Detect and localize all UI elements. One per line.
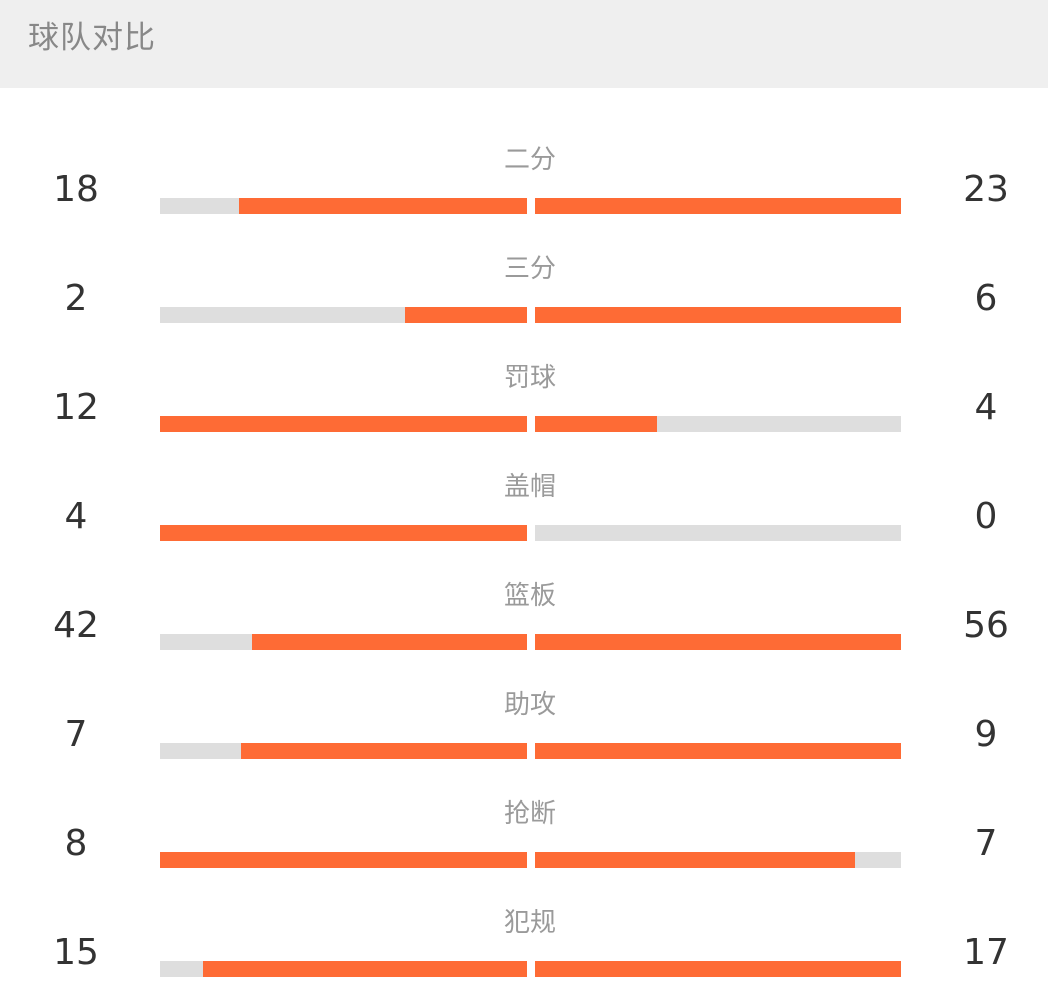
away-value: 17 xyxy=(963,932,1009,973)
away-bar-fill xyxy=(535,852,856,868)
stat-label: 二分 xyxy=(503,145,556,175)
away-value: 7 xyxy=(974,823,998,864)
page-title: 球队对比 xyxy=(28,20,156,56)
stat-row-assists: 助攻 7 9 xyxy=(0,633,1048,759)
home-bar xyxy=(160,307,527,323)
home-bar xyxy=(160,416,527,432)
away-value: 0 xyxy=(974,496,998,537)
home-bar xyxy=(160,852,527,868)
away-bar-fill xyxy=(535,416,657,432)
away-bar xyxy=(535,743,901,759)
away-bar xyxy=(535,634,901,650)
stat-label: 犯规 xyxy=(503,908,556,938)
home-bar-fill xyxy=(160,416,527,432)
away-value: 56 xyxy=(963,605,1009,646)
away-bar-fill xyxy=(535,307,901,323)
home-bar-fill xyxy=(160,525,527,541)
home-value: 4 xyxy=(64,496,88,537)
away-bar-fill xyxy=(535,198,901,214)
home-bar xyxy=(160,525,527,541)
home-value: 7 xyxy=(64,714,88,755)
stat-label: 罚球 xyxy=(503,363,556,393)
away-bar xyxy=(535,416,901,432)
home-bar-fill xyxy=(251,634,527,650)
stat-row-free-throws: 罚球 12 4 xyxy=(0,306,1048,432)
away-value: 23 xyxy=(963,169,1009,210)
away-value: 4 xyxy=(974,387,998,428)
stat-row-fouls: 犯规 15 17 xyxy=(0,851,1048,977)
home-bar-fill xyxy=(203,961,527,977)
stat-label: 助攻 xyxy=(503,690,556,720)
stat-row-blocks: 盖帽 4 0 xyxy=(0,415,1048,541)
away-bar xyxy=(535,307,901,323)
home-value: 15 xyxy=(53,932,99,973)
away-value: 6 xyxy=(974,278,998,319)
home-value: 12 xyxy=(53,387,99,428)
home-bar xyxy=(160,743,527,759)
away-value: 9 xyxy=(974,714,998,755)
home-value: 42 xyxy=(53,605,99,646)
stat-row-three-pointers: 三分 2 6 xyxy=(0,197,1048,323)
stat-label: 抢断 xyxy=(503,799,556,829)
home-value: 2 xyxy=(64,278,88,319)
home-bar-fill xyxy=(404,307,527,323)
stat-label: 篮板 xyxy=(503,581,556,611)
stat-row-steals: 抢断 8 7 xyxy=(0,742,1048,868)
home-value: 18 xyxy=(53,169,99,210)
away-bar-fill xyxy=(535,961,901,977)
home-bar xyxy=(160,961,527,977)
away-bar xyxy=(535,198,901,214)
home-bar-fill xyxy=(239,198,527,214)
away-bar xyxy=(535,961,901,977)
away-bar-fill xyxy=(535,634,901,650)
header-bar: 球队对比 xyxy=(0,0,1048,88)
away-bar-fill xyxy=(535,743,901,759)
away-bar xyxy=(535,525,901,541)
stat-label: 三分 xyxy=(503,254,556,284)
home-bar xyxy=(160,198,527,214)
team-comparison-list: 二分 18 23 三分 2 6 罚球 12 4 盖帽 4 0 篮板 42 56 … xyxy=(0,88,1048,1004)
home-bar xyxy=(160,634,527,650)
away-bar xyxy=(535,852,901,868)
home-bar-fill xyxy=(160,852,527,868)
home-value: 8 xyxy=(64,823,88,864)
home-bar-fill xyxy=(241,743,527,759)
stat-label: 盖帽 xyxy=(503,472,556,502)
stat-row-rebounds: 篮板 42 56 xyxy=(0,524,1048,650)
stat-row-two-pointers: 二分 18 23 xyxy=(0,88,1048,214)
